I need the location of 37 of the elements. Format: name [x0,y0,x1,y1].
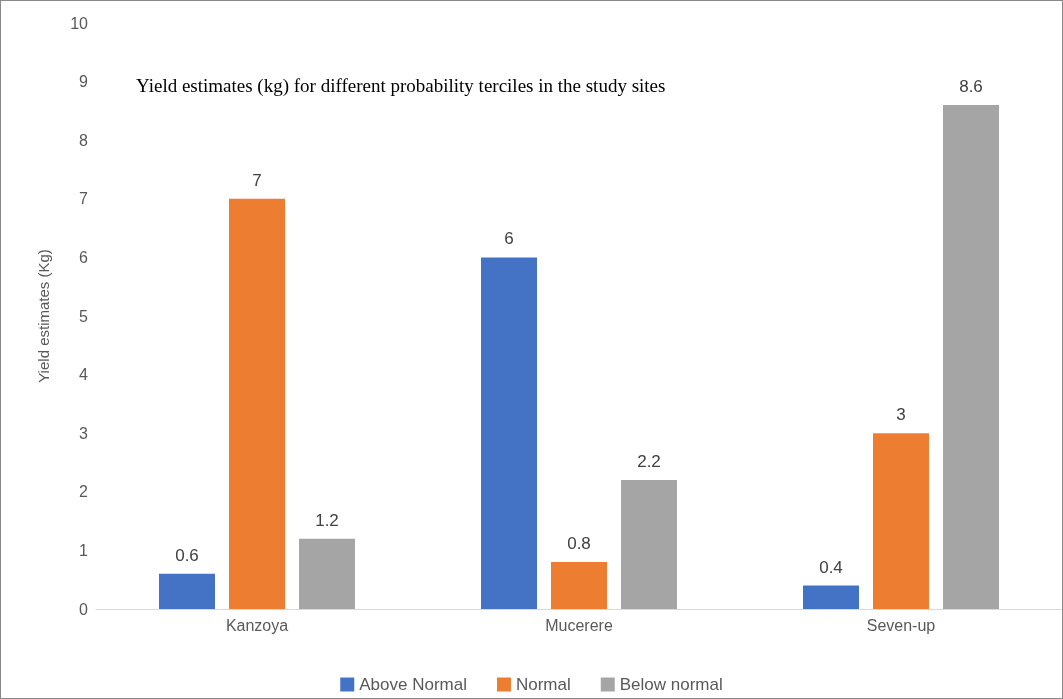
y-tick-label: 2 [79,483,89,501]
x-tick-label: Kanzoya [225,616,289,634]
x-tick-label: Mucerere [545,616,613,634]
bar [299,538,355,609]
y-tick-label: 5 [79,307,89,325]
bar [481,257,537,609]
data-label: 6 [504,229,514,249]
text: Yield estimates (kg) for different probability terciles in the study sites [136,75,666,97]
data-label: 2.2 [637,452,661,472]
y-tick-label: 1 [79,541,89,559]
y-tick-label: 6 [79,248,89,266]
legend-label: Below normal [619,675,723,694]
bar [159,573,215,609]
y-tick-label: 0 [79,600,89,618]
x-tick-label: Seven-up [866,616,936,634]
legend-label: Normal [515,675,571,694]
data-label: 1.2 [315,510,339,530]
data-label: 0.4 [819,557,843,577]
data-label: 7 [252,170,262,190]
legend-label: Above Normal [359,675,467,694]
data-label: 8.6 [959,77,983,97]
y-tick-label: 3 [79,424,89,442]
bar [621,480,677,609]
data-label: 0.6 [175,545,199,565]
data-label: 0.8 [567,534,591,554]
bar [803,585,859,609]
y-tick-label: 4 [79,366,89,384]
y-tick-label: 9 [79,73,89,91]
y-tick-label: 7 [79,190,89,208]
bar [551,562,607,609]
bar [873,433,929,609]
data-label: 3 [896,405,906,425]
y-axis-title: Yield estimates (Kg) [35,249,52,383]
bar [943,105,999,609]
bar [229,198,285,609]
y-tick-label: 8 [79,131,89,149]
y-tick-label: 10 [70,14,89,32]
